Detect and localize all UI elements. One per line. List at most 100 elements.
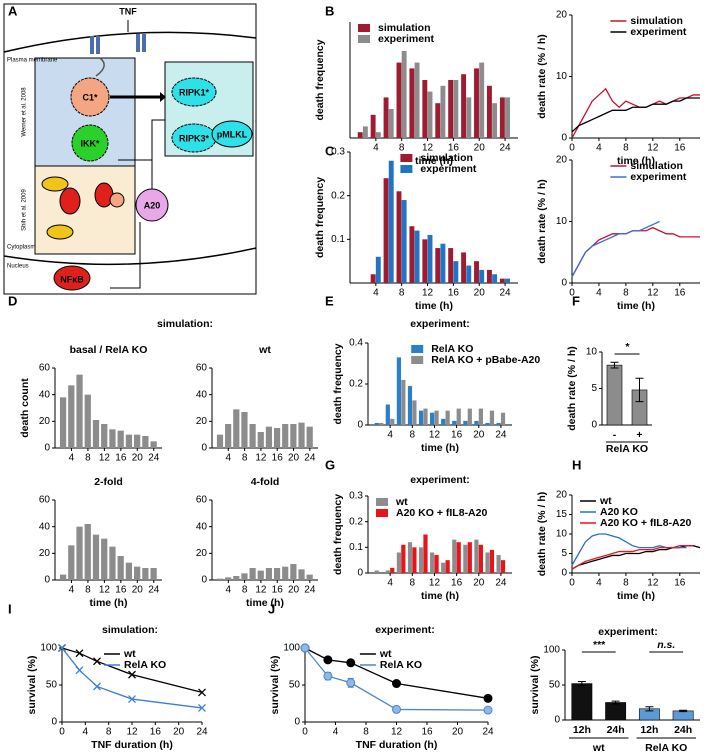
subplot-title: wt <box>258 344 271 356</box>
x-tick-label: 12 <box>647 288 659 299</box>
x-tick-label: 4 <box>226 585 232 596</box>
bar <box>385 570 390 573</box>
x-tick-label: 12 <box>391 727 403 738</box>
x-tick-label: 16 <box>115 585 127 596</box>
x-tick-label: 8 <box>623 143 629 154</box>
marker <box>93 657 101 666</box>
heading: experiment: <box>375 624 435 636</box>
y-tick-label: 40 <box>196 521 208 532</box>
panel-label: J <box>268 601 275 616</box>
legend-label: RelA KO <box>124 659 166 671</box>
error-bar <box>577 681 586 687</box>
bar <box>466 265 472 283</box>
x-tick-label: 4 <box>333 727 339 738</box>
x-axis-label: TNF duration (h) <box>356 739 438 751</box>
nucleus-label: Nucleus <box>7 264 29 270</box>
x-tick-label: 20 <box>132 453 144 464</box>
bar <box>496 555 501 573</box>
bar <box>92 420 100 448</box>
legend-swatch <box>376 509 388 517</box>
bar <box>370 114 376 138</box>
x-tick-label: 24 <box>196 727 208 738</box>
legend-label: simulation <box>378 22 431 34</box>
y-tick-label: 0 <box>561 133 567 144</box>
x-tick-label: 20 <box>474 288 486 299</box>
bar <box>474 539 479 573</box>
bar <box>463 420 468 425</box>
bar <box>474 261 479 283</box>
diagram: A TNF Plasma membrane Werner et al. 2008… <box>3 3 257 295</box>
bar <box>150 568 157 580</box>
bar <box>461 74 467 138</box>
x-tick-label: 8 <box>106 727 112 738</box>
legend-label: A20 KO <box>600 506 638 518</box>
x-tick-label: 0 <box>569 143 575 154</box>
y-tick-label: 40 <box>39 521 51 532</box>
bar <box>441 418 446 425</box>
bar <box>434 410 439 425</box>
x-tick-label: 24 <box>500 288 512 299</box>
y-tick-label: 0 <box>591 420 597 431</box>
bar <box>448 248 454 283</box>
y-tick-label: 10 <box>556 216 568 227</box>
error-bar <box>635 377 644 403</box>
bar <box>101 538 108 580</box>
error-bar <box>645 706 654 712</box>
x-tick-label: 4 <box>387 578 393 589</box>
x-tick-label: 16 <box>674 578 686 589</box>
x-axis-label: time (h) <box>421 442 459 454</box>
bar <box>412 547 417 573</box>
bar <box>489 410 495 425</box>
arrowhead <box>160 92 166 102</box>
y-tick-label: 60 <box>196 495 208 506</box>
bar <box>59 574 67 580</box>
bar <box>492 103 498 138</box>
x-tick-label: 16 <box>150 727 162 738</box>
y-tick-label: 0 <box>201 575 207 586</box>
bar <box>441 562 446 573</box>
bar <box>414 230 420 283</box>
y-tick-label: 50 <box>549 680 561 691</box>
legend-label: wt <box>395 496 408 508</box>
y-axis-label: death rate (% / h) <box>536 492 548 577</box>
x-axis-label: time (h) <box>617 590 655 602</box>
y-tick-label: 5 <box>561 548 567 559</box>
bar <box>414 62 420 138</box>
legend-label: experiment <box>378 33 435 45</box>
x-tick-label: 24 <box>495 430 507 441</box>
x-tick-label: 24h <box>607 724 625 736</box>
legend-label: RelA KO <box>431 343 473 355</box>
y-tick-label: 50 <box>46 680 58 691</box>
bar <box>435 103 441 138</box>
x-tick-label: 12 <box>99 585 111 596</box>
bar <box>456 408 461 425</box>
bar <box>448 80 454 138</box>
y-axis-label: survival (%) <box>269 656 281 715</box>
annotation: n.s. <box>657 639 675 651</box>
marker <box>93 682 101 691</box>
arrow <box>110 222 141 289</box>
x-tick-label: 24 <box>500 143 512 154</box>
membrane <box>3 31 257 53</box>
panel-label: E <box>325 293 334 308</box>
y-axis-label: death frequency <box>314 177 326 258</box>
bar <box>68 545 75 580</box>
bar <box>76 374 83 448</box>
legend-swatch <box>411 356 424 364</box>
x-tick-label: 4 <box>596 578 602 589</box>
marker <box>300 643 310 653</box>
bar <box>298 422 305 448</box>
bar <box>478 544 483 573</box>
bar <box>265 568 273 580</box>
x-tick-label: 20 <box>473 430 485 441</box>
y-tick-label: 40 <box>196 389 208 400</box>
legend-label: experiment <box>630 26 687 38</box>
bar <box>273 428 281 448</box>
bar <box>672 710 694 721</box>
y-tick-label: 40 <box>39 389 51 400</box>
x-tick-label: 20 <box>473 578 485 589</box>
bar <box>571 683 593 721</box>
bar <box>290 564 297 580</box>
pmlkl-node <box>211 120 253 148</box>
bar <box>500 560 506 573</box>
